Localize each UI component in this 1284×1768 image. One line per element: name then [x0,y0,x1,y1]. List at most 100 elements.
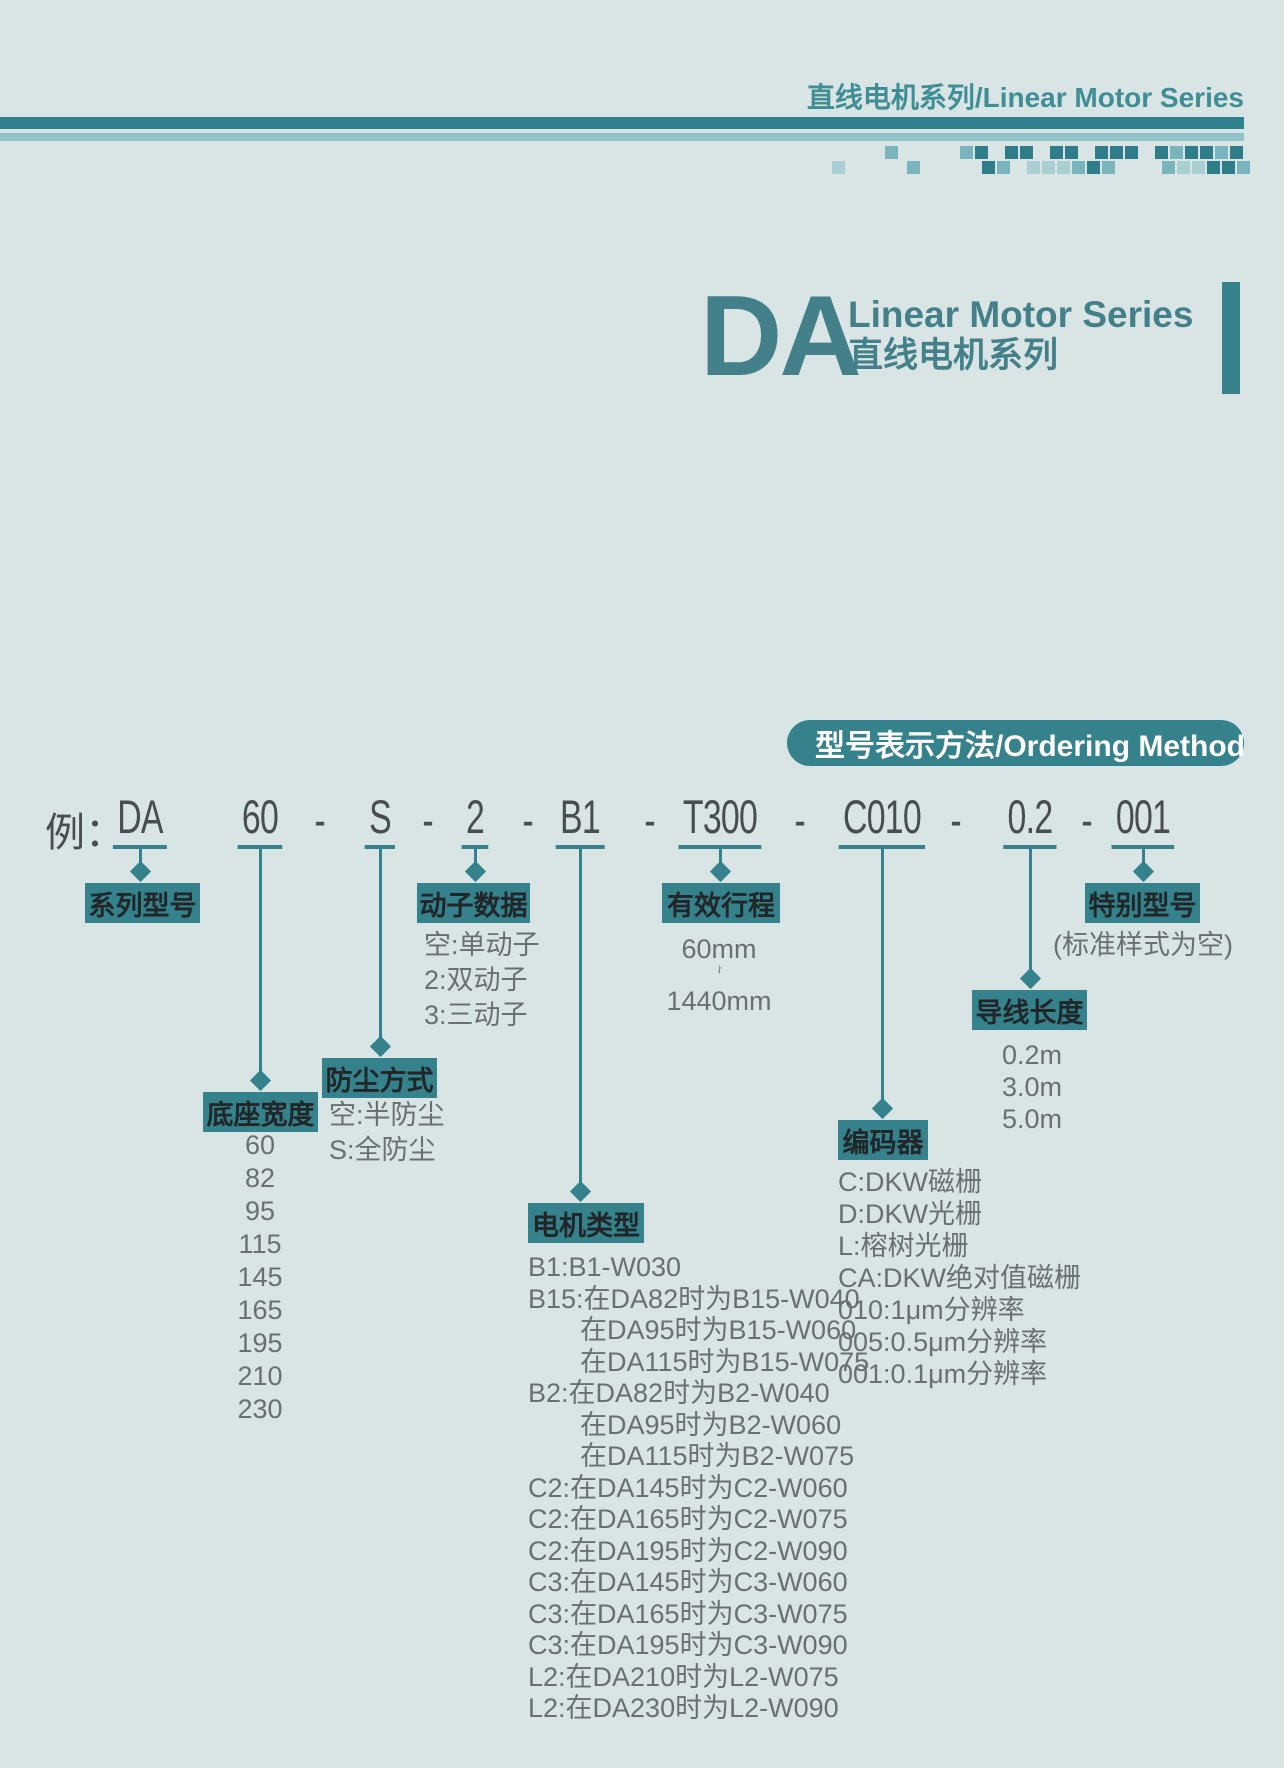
group-wire_length-item: 0.2m [1001,1040,1063,1070]
mosaic-square [1155,146,1168,159]
connector-diamond [871,1097,893,1120]
group-motor_type-item: L2:在DA230时为L2-W090 [528,1693,839,1723]
group-special_model-item: (标准样式为空) [1053,930,1233,960]
mosaic-square [1125,146,1138,159]
connector-line [378,846,382,1046]
mosaic-square [1192,161,1205,174]
ordering-method-banner-title: 型号表示方法/Ordering Method [815,730,1245,763]
mosaic-square [1095,146,1108,159]
connector-diamond [464,860,486,883]
group-base_width-item: 165 [237,1295,283,1325]
group-encoder-item: C:DKW磁栅 [838,1167,982,1197]
group-base_width-item: 60 [244,1130,276,1160]
model-separator: - [1081,793,1093,846]
connector-diamond [129,860,151,883]
ordering-method-banner: 型号表示方法/Ordering Method [787,720,1245,766]
group-base_width-item: 230 [237,1394,283,1424]
series-code: DA [700,273,862,400]
mosaic-square [1072,161,1085,174]
group-motor_type-item: C2:在DA145时为C2-W060 [528,1473,848,1503]
model-separator: - [314,793,326,846]
group-special_model-label: 特别型号 [1085,883,1200,923]
group-mover_data-item: 2:双动子 [424,965,528,995]
group-dust_proof-item: 空:半防尘 [329,1100,445,1130]
model-example-prefix: 例： [45,811,125,855]
group-dust_proof-label: 防尘方式 [322,1058,437,1098]
connector-diamond [1019,967,1041,990]
group-motor_type-item: C3:在DA145时为C3-W060 [528,1567,848,1597]
group-base_width-item: 145 [237,1262,283,1292]
page-header-title: 直线电机系列/Linear Motor Series [806,82,1244,113]
series-accent-bar [1222,282,1240,394]
group-motor_type-item: C3:在DA195时为C3-W090 [528,1630,848,1660]
group-motor_type-item: C2:在DA195时为C2-W090 [528,1536,848,1566]
group-stroke-label: 有效行程 [662,883,780,923]
mosaic-square [1057,161,1070,174]
connector-line [718,846,722,871]
mosaic-square [1162,161,1175,174]
group-mover_data-item: 空:单动子 [424,930,540,960]
connector-line [1028,846,1032,978]
mosaic-square [1110,146,1123,159]
group-wire_length-item: 5.0m [1001,1104,1063,1134]
connector-line [258,846,262,1080]
mosaic-square [1102,161,1115,174]
group-motor_type-item: L2:在DA210时为L2-W075 [528,1662,839,1692]
group-wire_length-item: 3.0m [1001,1072,1063,1102]
model-separator: - [522,793,534,846]
connector-line [578,846,582,1191]
connector-diamond [369,1035,391,1058]
group-encoder-item: 010:1μm分辨率 [838,1295,1025,1325]
mosaic-square [1042,161,1055,174]
connector-line [880,846,884,1108]
mosaic-square [1170,146,1183,159]
mosaic-square [1207,161,1220,174]
mosaic-square [1222,161,1235,174]
connector-line [138,846,142,871]
mosaic-square [1185,146,1198,159]
group-encoder-item: D:DKW光栅 [838,1199,982,1229]
group-encoder-label: 编码器 [838,1120,928,1160]
mosaic-square [1050,146,1063,159]
mosaic-square [1087,161,1100,174]
mosaic-square [1230,146,1243,159]
group-motor_type-item: 在DA95时为B2-W060 [580,1410,842,1440]
model-separator: - [950,793,962,846]
mosaic-square [1065,146,1078,159]
group-motor_type-item: B1:B1-W030 [528,1252,682,1282]
group-mover_data-item: 3:三动子 [424,1000,528,1030]
mosaic-square [1215,146,1228,159]
mosaic-square [997,161,1010,174]
group-encoder-item: 005:0.5μm分辨率 [838,1327,1048,1357]
model-separator: - [644,793,656,846]
group-base_width-item: 115 [238,1229,282,1259]
header-bar-dark [0,117,1244,129]
model-part-text: 60 [237,792,283,849]
mosaic-square [907,161,920,174]
mosaic-square [960,146,973,159]
group-encoder-item: L:榕树光栅 [838,1231,969,1261]
group-motor_type-item: B15:在DA82时为B15-W040 [528,1284,860,1314]
mosaic-square [975,146,988,159]
group-stroke-item: 60mm [681,934,757,964]
group-stroke-item: ~ [710,965,728,974]
group-encoder-item: CA:DKW绝对值磁栅 [838,1263,1081,1293]
mosaic-square [1005,146,1018,159]
mosaic-square [1200,146,1213,159]
model-separator: - [422,793,434,846]
mosaic-square [982,161,995,174]
group-series_model-label: 系列型号 [85,883,200,923]
group-base_width-item: 195 [237,1328,283,1358]
group-motor_type-label: 电机类型 [528,1203,644,1243]
connector-line [1141,846,1145,871]
group-dust_proof-item: S:全防尘 [329,1135,436,1165]
group-motor_type-item: C3:在DA165时为C3-W075 [528,1599,848,1629]
group-motor_type-item: 在DA115时为B15-W075 [580,1347,870,1377]
connector-diamond [569,1180,591,1203]
group-encoder-item: 001:0.1μm分辨率 [838,1359,1048,1389]
group-base_width-item: 210 [237,1361,283,1391]
mosaic-square [1177,161,1190,174]
model-separator: - [794,793,806,846]
